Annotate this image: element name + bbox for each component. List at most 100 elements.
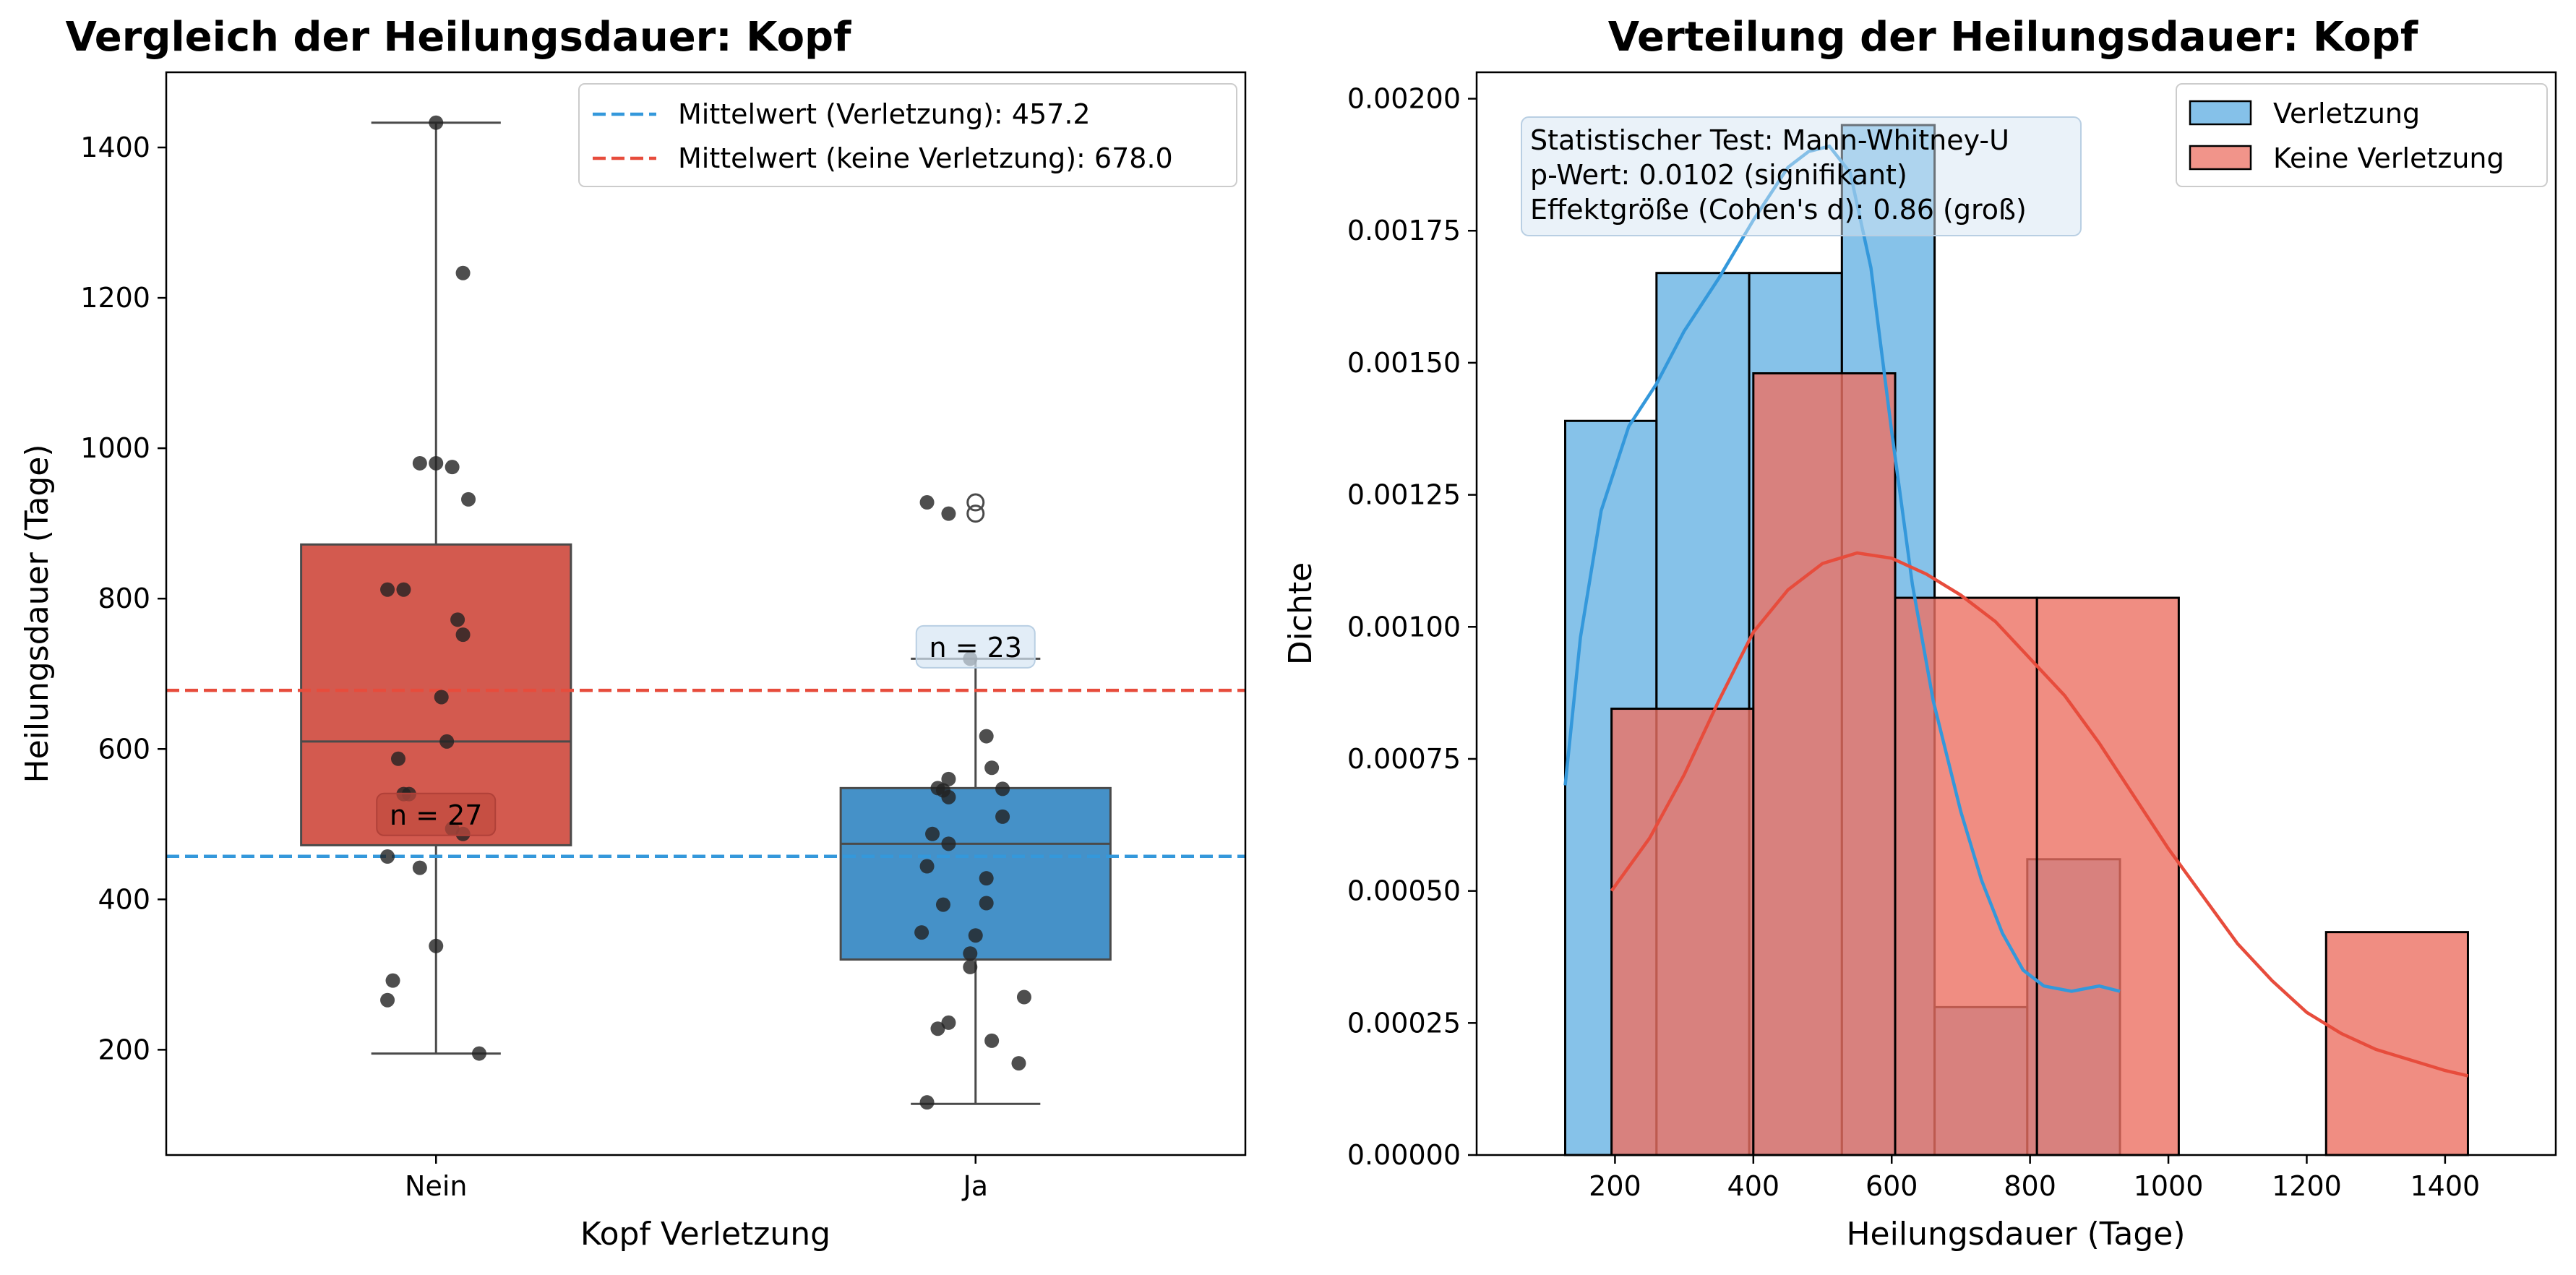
data-point-nein <box>429 455 444 471</box>
x-tick-label: 400 <box>1727 1170 1780 1202</box>
data-point-ja <box>919 859 935 874</box>
stat-test-name: Statistischer Test: Mann-Whitney-U <box>1530 124 2009 156</box>
data-point-nein <box>412 860 427 875</box>
data-point-nein <box>390 751 405 766</box>
y-tick-label: 0.00025 <box>1347 1007 1461 1039</box>
data-point-ja <box>941 789 956 804</box>
data-point-ja <box>930 1021 945 1036</box>
data-point-ja <box>941 836 956 851</box>
kde-line-no-injury <box>1610 551 2469 1078</box>
hist-bar-no-injury <box>2035 596 2180 1156</box>
stat-p-value: p-Wert: 0.0102 (signifikant) <box>1530 159 1907 191</box>
legend-label-mean-no-injury: Mittelwert (keine Verletzung): 678.0 <box>678 142 1173 174</box>
y-tick-label: 0.00200 <box>1347 83 1461 115</box>
data-point-ja <box>941 771 956 786</box>
y-tick-label: 1200 <box>80 282 150 314</box>
data-point-ja <box>1016 989 1031 1005</box>
y-tick-label: 1400 <box>80 132 150 163</box>
n-label-box-ja <box>915 624 1036 669</box>
hist-bar-no-injury <box>2324 931 2469 1156</box>
boxplot-ticks: 200 400 600 800 1000 1200 1400 Nein Ja <box>80 132 988 1202</box>
data-point-nein <box>461 491 476 507</box>
stat-annotation-box <box>1521 116 2082 236</box>
y-tick-label: 0.00100 <box>1347 611 1461 643</box>
y-tick-label: 1000 <box>80 432 150 464</box>
data-point-nein <box>429 938 444 953</box>
data-point-nein <box>455 265 471 280</box>
outlier-ja <box>966 493 985 512</box>
x-tick-label: 1200 <box>2272 1170 2342 1202</box>
data-point-nein <box>429 115 444 130</box>
boxplot-title: Vergleich der Heilungsdauer: Kopf <box>65 14 851 61</box>
data-point-ja <box>925 826 940 841</box>
data-point-nein <box>455 627 471 643</box>
data-point-ja <box>914 925 929 940</box>
n-label-box-nein <box>376 792 497 836</box>
data-point-nein <box>380 582 395 597</box>
data-point-ja <box>941 1015 956 1030</box>
data-point-ja <box>963 946 978 961</box>
outlier-ja <box>966 505 985 523</box>
y-tick-label: 0.00150 <box>1347 347 1461 379</box>
hist-bar-no-injury <box>1610 708 1755 1156</box>
y-tick-label: 400 <box>98 883 150 915</box>
data-point-nein <box>450 612 465 627</box>
legend-label-injury: Verletzung <box>2273 98 2420 129</box>
y-tick-label: 0.00075 <box>1347 743 1461 775</box>
histogram-legend: Verletzung Keine Verletzung <box>2176 83 2548 187</box>
x-tick-label-ja: Ja <box>962 1170 989 1202</box>
histogram-panel: Verteilung der Heilungsdauer: Kopf 0.000… <box>1282 14 2557 1253</box>
data-point-ja <box>984 760 1000 776</box>
n-label-nein: n = 27 <box>390 799 482 831</box>
data-point-ja <box>979 729 994 744</box>
x-tick-label: 800 <box>2004 1170 2056 1202</box>
data-point-nein <box>385 973 400 988</box>
data-point-ja <box>935 897 950 912</box>
data-point-ja <box>995 781 1010 797</box>
y-tick-label: 0.00175 <box>1347 215 1461 246</box>
data-point-ja <box>979 896 994 911</box>
data-point-ja <box>941 506 956 521</box>
histogram-ticks: 0.00000 0.00025 0.00050 0.00075 0.00100 0.001… <box>1347 83 2480 1202</box>
boxplot-panel: Vergleich der Heilungsdauer: Kopf n = 27… <box>19 14 1247 1253</box>
x-tick-label: 1400 <box>2410 1170 2481 1202</box>
data-point-nein <box>445 460 460 475</box>
legend-label-no-injury: Keine Verletzung <box>2273 142 2504 174</box>
y-tick-label: 600 <box>98 733 150 765</box>
boxplot-xlabel: Kopf Verletzung <box>580 1216 830 1253</box>
hist-bar-no-injury <box>1752 372 1897 1156</box>
boxplot-legend-frame <box>578 83 1237 187</box>
data-point-nein <box>439 734 455 749</box>
data-point-ja <box>984 1033 1000 1048</box>
data-point-ja <box>919 1095 935 1110</box>
x-tick-label: 600 <box>1866 1170 1918 1202</box>
y-tick-label: 800 <box>98 583 150 614</box>
data-point-ja <box>995 809 1010 824</box>
stat-annotation: Statistischer Test: Mann-Whitney-U p-Wer… <box>1521 116 2082 236</box>
y-tick-label: 200 <box>98 1034 150 1065</box>
y-tick-label: 0.00000 <box>1347 1139 1461 1171</box>
data-point-ja <box>968 928 983 943</box>
x-tick-label-nein: Nein <box>405 1170 467 1202</box>
histogram-xlabel: Heilungsdauer (Tage) <box>1846 1216 2185 1253</box>
histogram-title: Verteilung der Heilungsdauer: Kopf <box>1608 14 2418 61</box>
boxplot-legend: Mittelwert (Verletzung): 457.2 Mittelwer… <box>578 83 1237 187</box>
boxplot-frame <box>165 71 1247 1156</box>
stat-effect-size: Effektgröße (Cohen's d): 0.86 (groß) <box>1530 194 2027 226</box>
data-point-nein <box>380 849 395 864</box>
x-tick-label: 1000 <box>2134 1170 2204 1202</box>
legend-swatch-injury <box>2189 100 2252 126</box>
x-tick-label: 200 <box>1589 1170 1641 1202</box>
data-point-nein <box>434 690 449 705</box>
histogram-frame <box>1475 71 2557 1156</box>
y-tick-label: 0.00125 <box>1347 479 1461 511</box>
data-point-ja <box>1011 1056 1026 1071</box>
data-point-nein <box>412 455 427 471</box>
histogram-data-layer <box>1563 124 2469 1156</box>
legend-label-mean-injury: Mittelwert (Verletzung): 457.2 <box>678 98 1091 130</box>
histogram-ylabel: Dichte <box>1282 562 1319 666</box>
data-point-nein <box>380 992 395 1008</box>
data-point-ja <box>919 495 935 510</box>
data-point-ja <box>963 959 978 974</box>
